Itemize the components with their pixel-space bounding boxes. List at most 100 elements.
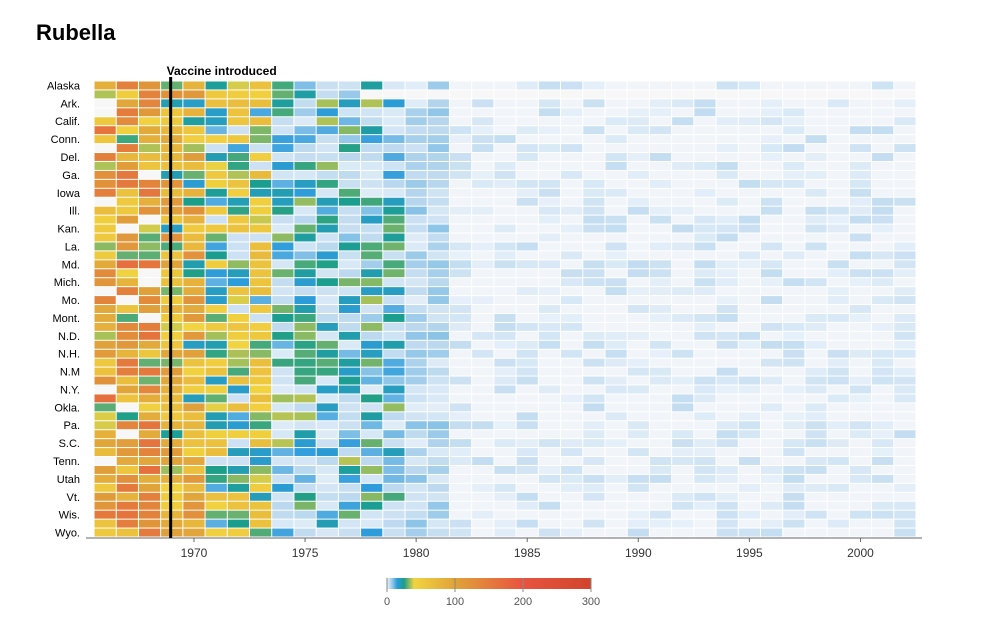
heatmap-cell [516, 305, 538, 313]
heatmap-cell [449, 465, 472, 474]
heatmap-cell [805, 287, 827, 296]
heatmap-cell [849, 206, 872, 215]
heatmap-cell [672, 296, 694, 305]
heatmap-cell [872, 448, 894, 457]
heatmap-cell [338, 296, 361, 305]
heatmap-cell [449, 161, 472, 170]
heatmap-cell [205, 385, 227, 394]
heatmap-cell [94, 349, 116, 358]
heatmap-cell [738, 188, 760, 197]
x-tick-label: 1975 [292, 546, 319, 560]
heatmap-cell [94, 474, 116, 483]
heatmap-cell [516, 90, 538, 99]
heatmap-cell [827, 197, 849, 206]
heatmap-cell [672, 430, 694, 439]
heatmap-cell [738, 367, 760, 376]
heatmap-cell [538, 394, 561, 403]
heatmap-cell [227, 313, 250, 322]
heatmap-cell [94, 215, 116, 224]
heatmap-cell [183, 439, 205, 448]
heatmap-cell [605, 349, 627, 358]
heatmap-cell [738, 483, 760, 492]
heatmap-cell [694, 90, 716, 99]
heatmap-cell [183, 394, 205, 403]
heatmap-cell [494, 474, 516, 483]
heatmap-cell [783, 153, 805, 161]
heatmap-cell [427, 126, 449, 135]
heatmap-cell [627, 126, 649, 135]
heatmap-cell [472, 430, 494, 439]
heatmap-cell [427, 224, 449, 233]
heatmap-cell [494, 322, 516, 331]
heatmap-cell [849, 465, 872, 474]
heatmap-cell [138, 349, 161, 358]
heatmap-cell [894, 144, 916, 153]
heatmap-cell [250, 197, 272, 206]
heatmap-cell [294, 439, 316, 448]
heatmap-cell [472, 439, 494, 448]
heatmap-cell [383, 305, 405, 313]
heatmap-cell [250, 421, 272, 430]
heatmap-cell [205, 305, 227, 313]
heatmap-cell [738, 358, 760, 367]
state-label: Calif. [55, 116, 80, 128]
heatmap-cell [472, 340, 494, 349]
heatmap-cell [627, 108, 649, 117]
heatmap-cell [361, 421, 383, 430]
heatmap-cell [561, 188, 583, 197]
heatmap-cell [894, 528, 916, 537]
heatmap-cell [716, 367, 738, 376]
heatmap-cell [805, 510, 827, 519]
heatmap-cell [783, 233, 805, 242]
heatmap-cell [272, 135, 294, 144]
heatmap-cell [183, 161, 205, 170]
heatmap-cell [294, 260, 316, 269]
heatmap-cell [405, 269, 427, 278]
heatmap-cell [250, 161, 272, 170]
state-label: Alaska [47, 80, 81, 92]
heatmap-cell [472, 305, 494, 313]
heatmap-cell [538, 430, 561, 439]
heatmap-cell [649, 465, 672, 474]
heatmap-cell [427, 421, 449, 430]
heatmap-cell [694, 340, 716, 349]
heatmap-cell [427, 260, 449, 269]
heatmap-cell [94, 242, 116, 251]
heatmap-cell [472, 215, 494, 224]
heatmap-cell [383, 215, 405, 224]
heatmap-cell [383, 117, 405, 126]
heatmap-cell [716, 483, 738, 492]
heatmap-cell [649, 179, 672, 188]
heatmap-cell [516, 430, 538, 439]
heatmap-cell [205, 144, 227, 153]
heatmap-cell [694, 188, 716, 197]
heatmap-cell [361, 439, 383, 448]
heatmap-cell [583, 394, 605, 403]
heatmap-cell [649, 224, 672, 233]
heatmap-cell [894, 492, 916, 501]
heatmap-cell [627, 501, 649, 510]
heatmap-cell [405, 412, 427, 421]
heatmap-cell [405, 385, 427, 394]
heatmap-cell [338, 465, 361, 474]
heatmap-cell [760, 224, 783, 233]
heatmap-cell [561, 457, 583, 465]
heatmap-cell [583, 170, 605, 179]
heatmap-cell [494, 260, 516, 269]
heatmap-cell [338, 394, 361, 403]
heatmap-cell [227, 385, 250, 394]
heatmap-cell [427, 287, 449, 296]
heatmap-cell [250, 126, 272, 135]
heatmap-cell [449, 269, 472, 278]
heatmap-cell [805, 224, 827, 233]
heatmap-cell [805, 465, 827, 474]
heatmap-cell [205, 161, 227, 170]
heatmap-cell [405, 215, 427, 224]
heatmap-cell [872, 161, 894, 170]
heatmap-cell [627, 90, 649, 99]
heatmap-cell [227, 465, 250, 474]
heatmap-cell [716, 108, 738, 117]
heatmap-cell [183, 260, 205, 269]
heatmap-cell [494, 385, 516, 394]
heatmap-cell [472, 224, 494, 233]
